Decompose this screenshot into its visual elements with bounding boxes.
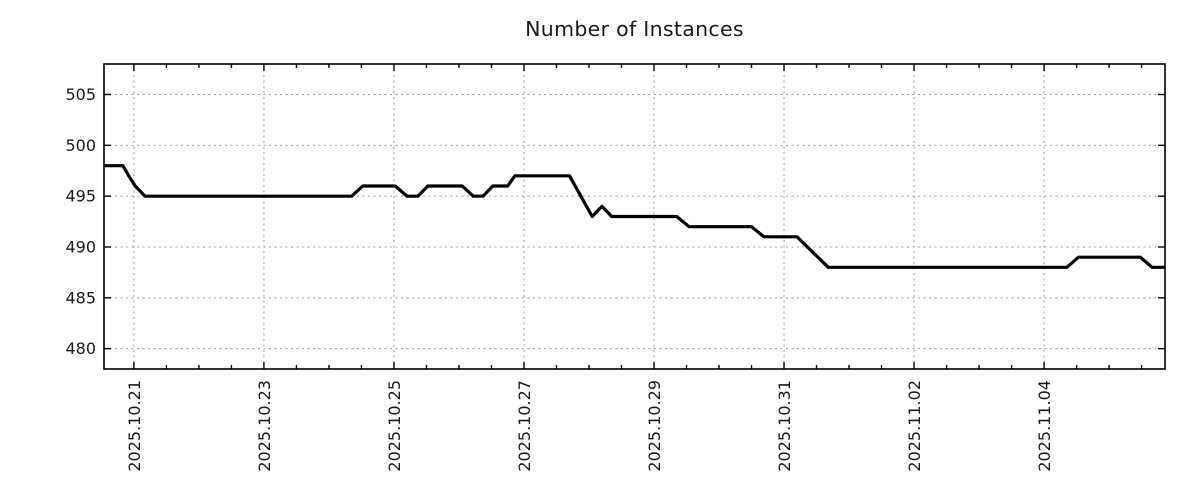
y-tick-label: 480 [65,339,96,358]
y-tick-label: 500 [65,136,96,155]
x-tick-label: 2025.11.04 [1035,380,1054,472]
plot-border [103,63,1166,370]
data-line-number-of-instances [104,164,1165,269]
x-tick-label: 2025.10.21 [125,380,144,472]
x-tick-label: 2025.10.25 [385,380,404,472]
y-tick-label: 490 [65,238,96,257]
y-tick-label: 485 [65,288,96,307]
x-tick-label: 2025.10.23 [255,380,274,472]
x-tick-label: 2025.11.02 [905,380,924,472]
x-tick-label: 2025.10.27 [515,380,534,472]
y-tick-label: 505 [65,85,96,104]
y-tick-label: 495 [65,187,96,206]
chart-title: Number of Instances [525,17,744,41]
x-tick-label: 2025.10.31 [775,380,794,472]
x-tick-label: 2025.10.29 [645,380,664,472]
